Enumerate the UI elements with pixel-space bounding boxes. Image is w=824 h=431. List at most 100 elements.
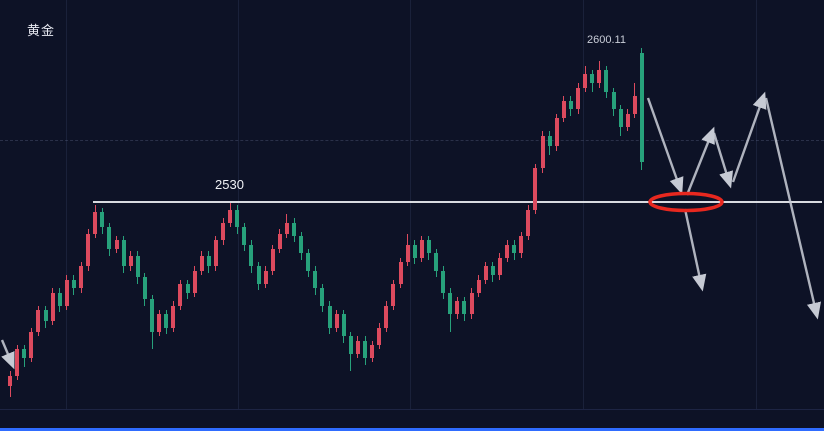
candle-body	[448, 292, 453, 315]
candle-body	[512, 244, 517, 254]
candle-body	[497, 257, 502, 276]
vertical-gridline	[410, 0, 411, 409]
candle-body	[426, 240, 431, 254]
candle-body	[377, 327, 382, 346]
candle-body	[590, 74, 595, 84]
candle-body	[135, 255, 140, 278]
candle-body	[185, 283, 190, 293]
candle-body	[313, 270, 318, 289]
candle-body	[299, 235, 304, 254]
candle-body	[15, 349, 20, 376]
candle-body	[526, 209, 531, 236]
candle-body	[114, 240, 119, 249]
candle-body	[93, 211, 98, 234]
candle-body	[519, 235, 524, 254]
candle-body	[483, 266, 488, 280]
candle-body	[36, 310, 41, 332]
candle-body	[618, 109, 623, 127]
candle-body	[583, 74, 588, 88]
candle-body	[171, 305, 176, 328]
candle-body	[505, 244, 509, 258]
candle-body	[306, 253, 311, 271]
candle-body	[639, 52, 644, 162]
candle-body	[256, 266, 261, 284]
candle-body	[398, 262, 403, 284]
candle-body	[476, 279, 481, 293]
candle-body	[341, 314, 346, 337]
candle-body	[100, 211, 105, 228]
candle-body	[370, 345, 375, 359]
candle-body	[284, 222, 289, 234]
candle-body	[434, 253, 438, 271]
candle-body	[178, 283, 183, 306]
vertical-gridline	[583, 0, 584, 409]
candle-body	[64, 279, 69, 306]
candle-body	[625, 113, 630, 127]
support-price-label: 2530	[215, 177, 244, 192]
candle-body	[192, 270, 197, 293]
candle-body	[249, 244, 254, 267]
candle-body	[263, 270, 268, 284]
bottom-accent-bar	[0, 428, 824, 431]
candle-body	[568, 100, 573, 110]
candle-body	[50, 292, 55, 321]
candle-body	[164, 314, 169, 328]
peak-price-label: 2600.11	[587, 34, 626, 46]
candle-body	[576, 87, 580, 110]
candle-body	[221, 222, 225, 241]
candle-body	[235, 209, 240, 228]
candle-body	[79, 266, 83, 289]
candle-body	[533, 168, 538, 210]
candle-body	[547, 135, 552, 147]
candle-body	[455, 301, 460, 315]
candle-body	[348, 336, 353, 354]
candle-body	[142, 277, 147, 300]
candle-body	[199, 255, 204, 271]
candle-body	[292, 222, 296, 236]
candle-body	[419, 240, 424, 258]
candle-body	[150, 299, 154, 332]
candle-body	[363, 340, 367, 359]
vertical-gridline	[66, 0, 67, 409]
candle-body	[604, 70, 609, 92]
time-axis-line	[0, 409, 824, 410]
chart-title: 黄金	[27, 23, 56, 38]
candle-body	[632, 96, 637, 114]
candle-body	[554, 118, 559, 147]
candle-body	[242, 227, 247, 245]
candle-body	[43, 310, 48, 322]
support-line-2530	[93, 201, 822, 203]
candle-body	[121, 240, 126, 267]
candle-body	[29, 331, 34, 359]
candle-body	[462, 301, 467, 315]
candle-body	[490, 266, 495, 276]
candle-body	[157, 314, 162, 332]
vertical-gridline	[756, 0, 757, 409]
forecast-arrow	[683, 208, 707, 292]
candle-body	[412, 244, 417, 258]
candle-body	[57, 292, 62, 306]
candle-body	[270, 249, 275, 271]
candle-body	[561, 100, 566, 119]
candle-body	[107, 227, 112, 249]
candle-body	[391, 283, 396, 306]
candle-body	[22, 349, 27, 359]
candle-body	[540, 135, 545, 169]
forecast-arrow	[646, 97, 684, 195]
candle-body	[71, 279, 76, 289]
forecast-arrow	[0, 339, 15, 370]
candle-body	[597, 70, 602, 84]
candle-body	[86, 233, 91, 267]
forecast-arrow	[764, 97, 822, 320]
candle-body	[405, 244, 410, 263]
candle-body	[469, 292, 474, 315]
candle-body	[611, 91, 616, 110]
candle-body	[228, 209, 233, 223]
candle-body	[213, 240, 218, 267]
forecast-arrow	[731, 91, 767, 183]
candle-body	[206, 255, 211, 267]
candle-body	[441, 270, 446, 293]
candle-body	[355, 340, 360, 354]
